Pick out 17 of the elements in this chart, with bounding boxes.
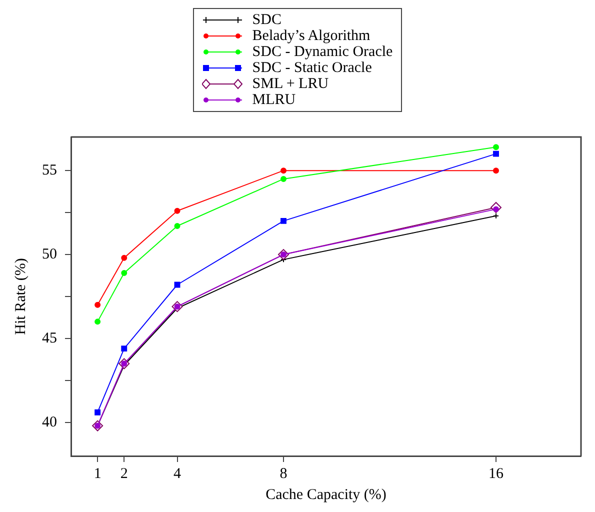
x-tick-label: 2: [120, 466, 128, 482]
legend-label: SDC - Dynamic Oracle: [252, 44, 393, 60]
x-axis-title: Cache Capacity (%): [266, 486, 386, 503]
y-tick-label: 50: [42, 246, 57, 262]
x-tick-label: 16: [488, 466, 504, 482]
legend-label: SML + LRU: [252, 76, 329, 92]
y-tick-label: 45: [42, 330, 57, 346]
x-tick-label: 8: [280, 466, 288, 482]
x-tick-label: 1: [94, 466, 102, 482]
legend-label: MLRU: [252, 92, 296, 108]
y-tick-label: 40: [42, 414, 57, 430]
legend-label: SDC - Static Oracle: [252, 60, 372, 76]
legend-label: SDC: [252, 12, 282, 28]
legend-label: Belady’s Algorithm: [252, 28, 370, 44]
y-tick-label: 55: [42, 162, 57, 179]
y-axis-title: Hit Rate (%): [12, 258, 29, 335]
x-tick-label: 4: [174, 466, 182, 482]
